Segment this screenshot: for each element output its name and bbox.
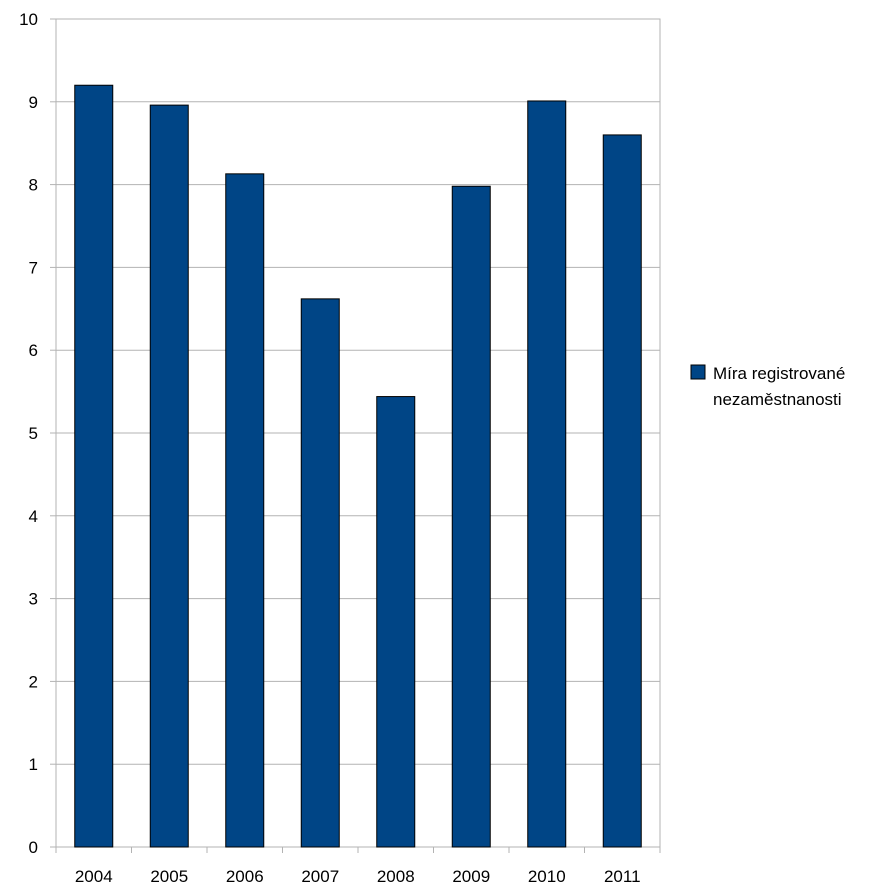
y-tick-label: 6 [29,341,38,360]
bar-2006 [225,173,265,848]
x-tick-label: 2007 [301,867,339,886]
bars [74,84,642,848]
y-tick-label: 10 [19,10,38,29]
y-tick-label: 7 [29,258,38,277]
bar-2008 [376,396,416,848]
legend-swatch [690,364,706,380]
x-axis-tick-labels: 2004 2005 2006 2007 2008 2009 2010 2011 [75,867,641,886]
y-tick-label: 9 [29,93,38,112]
x-tick-label: 2008 [377,867,415,886]
legend-label: Míra registrované [713,364,845,383]
grid-lines [50,18,661,853]
legend-label: nezaměstnanosti [713,390,842,409]
x-tick-label: 2006 [226,867,264,886]
y-tick-label: 3 [29,590,38,609]
bar-2011 [602,134,642,848]
bar-2010 [527,100,567,848]
x-tick-label: 2010 [528,867,566,886]
bar-2005 [149,104,189,848]
y-tick-label: 4 [29,507,38,526]
legend: Míra registrované nezaměstnanosti [690,364,845,409]
x-tick-label: 2011 [604,867,641,886]
y-axis-tick-labels: 0 1 2 3 4 5 6 7 8 9 10 [19,10,38,857]
bar-2009 [451,185,491,848]
y-tick-label: 2 [29,672,38,691]
y-tick-label: 1 [29,755,38,774]
bar-2004 [74,84,114,848]
x-tick-label: 2004 [75,867,113,886]
y-tick-label: 0 [29,838,38,857]
bar-2007 [300,298,340,848]
plot-area [55,18,661,848]
x-tick-label: 2009 [452,867,490,886]
y-tick-label: 5 [29,424,38,443]
x-tick-label: 2005 [150,867,188,886]
y-tick-label: 8 [29,176,38,195]
